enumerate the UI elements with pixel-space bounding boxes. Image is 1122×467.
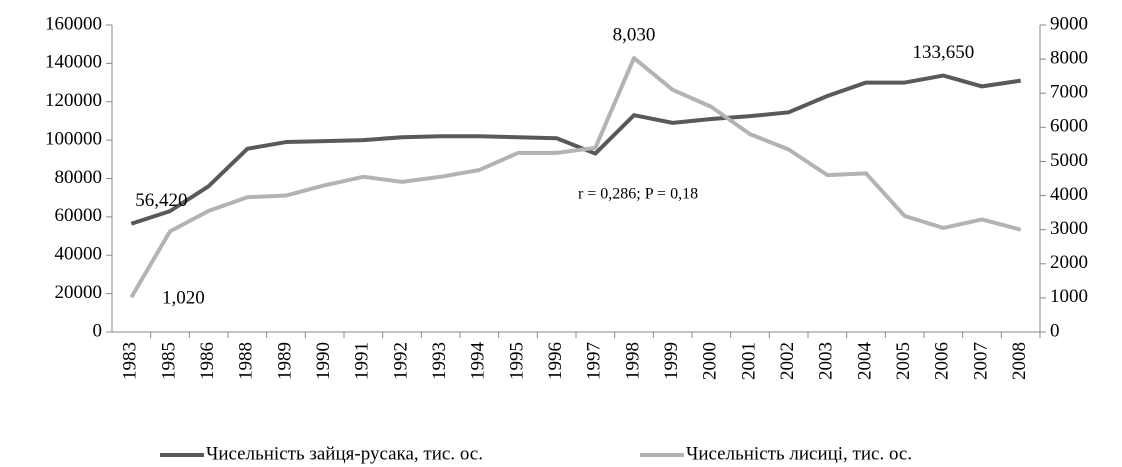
x-tick-label: 1983: [120, 342, 141, 380]
y-tick-label: 160000: [45, 13, 102, 34]
x-tick-label: 1997: [584, 342, 605, 380]
series-line: [130, 73, 1021, 226]
y2-tick-label: 8000: [1050, 47, 1088, 68]
y2-tick-label: 0: [1050, 320, 1060, 341]
y-tick-label: 120000: [45, 90, 102, 111]
x-tick-label: 1999: [661, 342, 682, 380]
data-label: 1,020: [162, 288, 205, 309]
data-label: 8,030: [613, 24, 656, 45]
x-tick-label: 2003: [816, 342, 837, 380]
y2-tick-label: 7000: [1050, 82, 1088, 103]
x-tick-label: 2005: [893, 342, 914, 380]
x-tick-label: 1992: [390, 342, 411, 380]
x-tick-label: 2004: [854, 342, 875, 381]
x-tick-label: 1995: [506, 342, 527, 380]
x-tick-label: 1988: [236, 342, 257, 380]
x-tick-label: 2008: [1009, 342, 1030, 380]
x-tick-label: 1994: [468, 342, 489, 381]
data-label: 56,420: [135, 190, 187, 211]
x-tick-label: 2001: [738, 342, 759, 380]
y2-tick-label: 2000: [1050, 252, 1088, 273]
y-tick-label: 60000: [55, 205, 103, 226]
x-tick-label: 2007: [970, 342, 991, 380]
series-line: [129, 56, 1022, 299]
y-tick-label: 100000: [45, 128, 102, 149]
x-tick-label: 1986: [197, 342, 218, 380]
y2-tick-label: 1000: [1050, 286, 1088, 307]
data-label: 133,650: [912, 42, 974, 63]
x-tick-label: 1990: [313, 342, 334, 380]
x-tick-label: 1993: [429, 342, 450, 380]
annotation: r = 0,286; P = 0,18: [578, 186, 698, 203]
x-tick-label: 1998: [622, 342, 643, 380]
x-tick-label: 1996: [545, 342, 566, 380]
y2-tick-label: 4000: [1050, 184, 1088, 205]
y-tick-label: 0: [93, 320, 103, 341]
x-tick-label: 2006: [932, 342, 953, 380]
x-tick-label: 1989: [274, 342, 295, 380]
x-tick-label: 2000: [700, 342, 721, 380]
x-tick-label: 1985: [158, 342, 179, 380]
legend-label: Чисельність лисиці, тис. ос.: [686, 443, 912, 464]
legend-label: Чисельність зайця-русака, тис. ос.: [206, 443, 483, 464]
y2-tick-label: 3000: [1050, 218, 1088, 239]
x-tick-label: 1991: [352, 342, 373, 380]
y-tick-label: 140000: [45, 52, 102, 73]
x-tick-label: 2002: [777, 342, 798, 380]
y-tick-label: 80000: [55, 167, 103, 188]
y2-tick-label: 9000: [1050, 13, 1088, 34]
y2-tick-label: 6000: [1050, 116, 1088, 137]
y-tick-label: 20000: [55, 282, 103, 303]
y2-tick-label: 5000: [1050, 150, 1088, 171]
y-tick-label: 40000: [55, 244, 103, 265]
